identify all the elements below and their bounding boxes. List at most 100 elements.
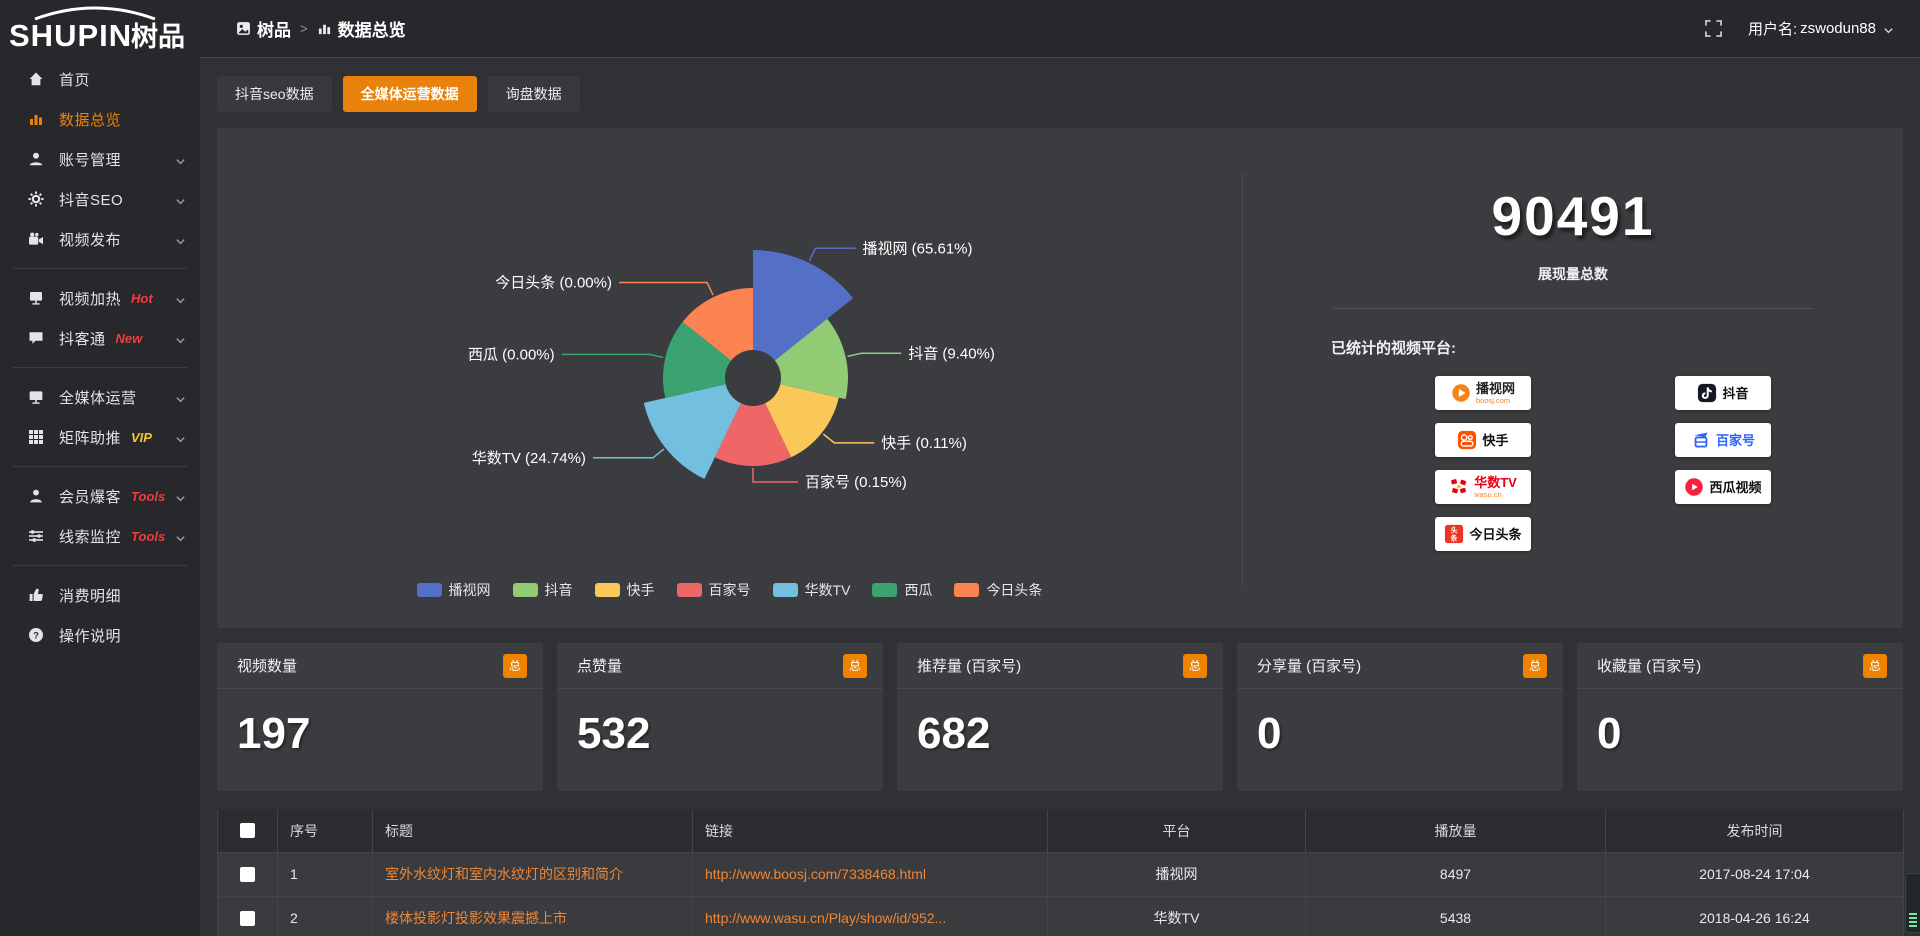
cell-published: 2017-08-24 17:04 [1605, 852, 1904, 897]
sidebar-item-13[interactable]: 线索监控 Tools [0, 516, 200, 556]
platform-name: 快手 [1482, 432, 1509, 448]
total-badge[interactable]: 总 [1863, 653, 1887, 678]
chat-widget[interactable] [1905, 873, 1920, 933]
sidebar-item-6[interactable]: 视频加热 Hot [0, 278, 200, 318]
legend-item-华数TV[interactable]: 华数TV [772, 580, 850, 600]
platform-badge-华数TV[interactable]: 华数TV wasu.cn [1435, 470, 1531, 504]
main-content: 抖音seo数据 全媒体运营数据 询盘数据 播视网 (65.61%) 抖音 (9.40%… [200, 57, 1920, 936]
select-all-checkbox[interactable] [240, 823, 255, 839]
pie-slice-今日头条[interactable] [682, 288, 753, 361]
platform-name: 抖音 [1722, 385, 1749, 401]
cell-plays: 8497 [1305, 852, 1606, 897]
pie-slice-华数TV[interactable] [643, 384, 741, 479]
legend-item-百家号[interactable]: 百家号 [676, 580, 751, 600]
platform-badge-百家号[interactable]: 百家号 [1675, 423, 1771, 457]
sidebar-item-9[interactable]: 全媒体运营 [0, 377, 200, 417]
sidebar-item-badge: New [115, 330, 143, 346]
tab-0[interactable]: 抖音seo数据 [217, 76, 332, 112]
impressions-summary: 90491 展现量总数 已统计的视频平台: 播视网 boosj.com 抖音 快手 百家… [1243, 128, 1903, 628]
sidebar-item-label: 账号管理 [59, 151, 122, 169]
stat-card-value: 197 [237, 709, 311, 758]
pie-slice-播视网[interactable] [753, 250, 854, 361]
user-menu[interactable]: 用户名: zswodun88 [1748, 18, 1894, 39]
sidebar-item-label: 抖客通 [59, 330, 106, 348]
sidebar-item-1[interactable]: 数据总览 [0, 99, 200, 139]
platform-badge-快手[interactable]: 快手 [1435, 423, 1531, 457]
stat-card-header: 收藏量 (百家号) 总 [1577, 643, 1903, 689]
stat-card-label: 分享量 (百家号) [1257, 658, 1362, 675]
sidebar-divider [12, 367, 188, 368]
legend-item-西瓜[interactable]: 西瓜 [872, 580, 932, 600]
cell-title[interactable]: 室外水纹灯和室内水纹灯的区别和简介 [372, 852, 693, 897]
total-badge[interactable]: 总 [1183, 653, 1207, 678]
cell-link[interactable]: http://www.boosj.com/7338468.html [692, 852, 1048, 897]
chevron-down-icon [175, 154, 186, 165]
legend-item-今日头条[interactable]: 今日头条 [954, 580, 1042, 600]
username-value: zswodun88 [1800, 20, 1876, 37]
platform-badge-西瓜视频[interactable]: 西瓜视频 [1675, 470, 1771, 504]
sidebar-item-3[interactable]: 抖音SEO [0, 179, 200, 219]
cell-index: 1 [277, 852, 373, 897]
sidebar-item-label: 首页 [59, 71, 91, 89]
total-badge[interactable]: 总 [503, 653, 527, 678]
chart-icon [28, 111, 44, 127]
cell-platform: 华数TV [1047, 896, 1306, 936]
fullscreen-icon[interactable] [1705, 20, 1722, 37]
sidebar-item-7[interactable]: 抖客通 New [0, 318, 200, 358]
stat-card-value: 682 [917, 709, 991, 758]
tab-1[interactable]: 全媒体运营数据 [342, 76, 477, 112]
pie-slice-快手[interactable] [765, 384, 839, 458]
cell-index: 2 [277, 896, 373, 936]
legend-item-播视网[interactable]: 播视网 [416, 580, 491, 600]
row-checkbox[interactable] [240, 866, 255, 882]
sidebar-item-badge: Tools [131, 528, 166, 544]
pie-label-line [822, 433, 875, 444]
grid-icon [28, 429, 44, 445]
breadcrumb-root-label: 树品 [257, 21, 291, 40]
legend-item-快手[interactable]: 快手 [594, 580, 655, 600]
breadcrumb-current[interactable]: 数据总览 [317, 16, 406, 41]
platform-badge-抖音[interactable]: 抖音 [1675, 376, 1771, 410]
total-badge[interactable]: 总 [843, 653, 867, 678]
sidebar-divider [12, 268, 188, 269]
sidebar-item-16[interactable]: ? 操作说明 [0, 615, 200, 655]
impressions-total-value: 90491 [1491, 185, 1655, 247]
chevron-down-icon [1883, 23, 1894, 34]
platform-badge-今日头条[interactable]: 头条今日头条 [1435, 517, 1531, 551]
breadcrumb-root[interactable]: 树品 [236, 16, 291, 41]
pie-chart[interactable]: 播视网 (65.61%) 抖音 (9.40%) 快手 (0.11%) 百家号 (0.1… [217, 128, 1242, 628]
sidebar-item-2[interactable]: 账号管理 [0, 139, 200, 179]
sidebar-item-15[interactable]: 消费明细 [0, 575, 200, 615]
chevron-down-icon [175, 333, 186, 344]
svg-text:条: 条 [1451, 534, 1458, 543]
sidebar-item-4[interactable]: 视频发布 [0, 219, 200, 259]
pie-slice-抖音[interactable] [774, 318, 848, 400]
sidebar-item-badge: VIP [131, 429, 152, 445]
topbar: SHUPIN 树品 树品 > 数据总览 用户名: zswodun88 [0, 0, 1920, 57]
pie-label-西瓜: 西瓜 (0.00%) [468, 346, 555, 363]
cell-title[interactable]: 楼体投影灯投影效果震撼上市 [372, 896, 693, 936]
pie-label-line [619, 281, 714, 296]
help-icon: ? [28, 627, 44, 643]
sliders-icon [28, 528, 44, 544]
legend-item-抖音[interactable]: 抖音 [512, 580, 573, 600]
cell-link[interactable]: http://www.wasu.cn/Play/show/id/952... [692, 896, 1048, 936]
table-header-2: 链接 [692, 810, 1048, 853]
sidebar-item-12[interactable]: 会员爆客 Tools [0, 476, 200, 516]
sidebar-item-0[interactable]: 首页 [0, 59, 200, 99]
tab-2[interactable]: 询盘数据 [487, 76, 580, 112]
sidebar-item-10[interactable]: 矩阵助推 VIP [0, 417, 200, 457]
total-badge[interactable]: 总 [1523, 653, 1547, 678]
platform-badge-播视网[interactable]: 播视网 boosj.com [1435, 376, 1531, 410]
breadcrumb-separator: > [300, 21, 308, 36]
bar-chart-icon [317, 21, 332, 36]
gear-icon [28, 191, 44, 207]
overview-panel: 播视网 (65.61%) 抖音 (9.40%) 快手 (0.11%) 百家号 (0.1… [217, 128, 1903, 628]
impressions-total-label: 展现量总数 [1538, 266, 1608, 282]
row-checkbox[interactable] [240, 910, 255, 926]
pie-slice-百家号[interactable] [714, 403, 792, 466]
sidebar-item-label: 视频发布 [59, 231, 122, 249]
pie-label-抖音: 抖音 (9.40%) [908, 345, 995, 362]
pie-slice-西瓜[interactable] [663, 321, 732, 399]
pie-label-line [808, 247, 856, 262]
